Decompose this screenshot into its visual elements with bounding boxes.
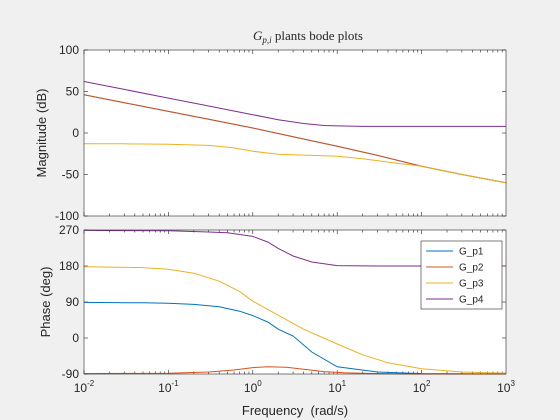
phase-ytick-label: 90 xyxy=(66,295,80,309)
magnitude-ytick-label: 100 xyxy=(59,43,79,57)
legend-label-g-p1: G_p1 xyxy=(459,247,484,258)
title-rest: plants bode plots xyxy=(272,28,363,43)
x-tick-base: 10 xyxy=(244,381,258,395)
magnitude-ylabel: Magnitude (dB) xyxy=(34,89,49,178)
phase-series xyxy=(83,229,507,375)
magnitude-axes: -100 -50 0 50 100 Magnitude (dB) xyxy=(34,43,507,223)
title-main: G xyxy=(253,28,263,43)
phase-series-g-p3 xyxy=(83,266,507,374)
x-tick-exponent: 1 xyxy=(342,379,347,388)
x-tick-label: 103 xyxy=(497,379,515,395)
legend-label-g-p3: G_p3 xyxy=(459,279,484,290)
x-tick-base: 10 xyxy=(158,381,172,395)
phase-ylabel: Phase (deg) xyxy=(38,267,53,338)
x-tick-base: 10 xyxy=(413,381,427,395)
legend-box xyxy=(420,240,503,310)
phase-ytick-label: -90 xyxy=(62,367,80,381)
x-tick-exponent: 0 xyxy=(257,379,262,388)
magnitude-ytick-label: -100 xyxy=(55,209,79,223)
x-tick-base: 10 xyxy=(497,381,511,395)
phase-ytick-label: 0 xyxy=(72,331,79,345)
magnitude-series-g-p4 xyxy=(83,81,506,127)
x-tick-exponent: 3 xyxy=(510,379,515,388)
x-tick-exponent: -1 xyxy=(172,379,180,388)
x-tick-label: 10-2 xyxy=(74,379,95,395)
phase-series-g-p2 xyxy=(83,366,506,375)
phase-series-g-p1 xyxy=(83,301,507,375)
legend: G_p1 G_p2 G_p3 G_p4 xyxy=(420,240,503,310)
x-tick-exponent: -2 xyxy=(87,379,95,388)
x-tick-label: 10-1 xyxy=(158,379,179,395)
magnitude-series-g-p3 xyxy=(84,143,507,184)
legend-label-g-p2: G_p2 xyxy=(459,263,484,274)
x-tick-base: 10 xyxy=(328,381,342,395)
chart-title: Gp,i plants bode plots xyxy=(253,28,363,45)
phase-axes-box xyxy=(83,229,507,375)
magnitude-axes-box xyxy=(83,49,507,217)
x-tick-base: 10 xyxy=(74,381,88,395)
title-subscript: p,i xyxy=(261,35,272,45)
phase-series-g-p4 xyxy=(83,229,506,267)
x-tick-label: 102 xyxy=(413,379,431,395)
magnitude-ytick-label: -50 xyxy=(62,168,80,182)
legend-label-g-p4: G_p4 xyxy=(459,295,484,306)
magnitude-plot-area xyxy=(84,50,506,216)
phase-ytick-label: 270 xyxy=(59,223,79,237)
x-tick-labels: 10-2 10-1 100 101 102 103 xyxy=(74,379,516,395)
magnitude-ytick-label: 50 xyxy=(66,85,80,99)
x-tick-exponent: 2 xyxy=(426,379,431,388)
magnitude-ytick-label: 0 xyxy=(72,126,79,140)
x-tick-label: 101 xyxy=(328,379,346,395)
magnitude-series xyxy=(83,81,507,184)
x-tick-label: 100 xyxy=(244,379,262,395)
x-axis-label: Frequency (rad/s) xyxy=(242,403,348,418)
magnitude-ticks: -100 -50 0 50 100 xyxy=(55,43,506,223)
phase-ytick-label: 180 xyxy=(59,259,79,273)
